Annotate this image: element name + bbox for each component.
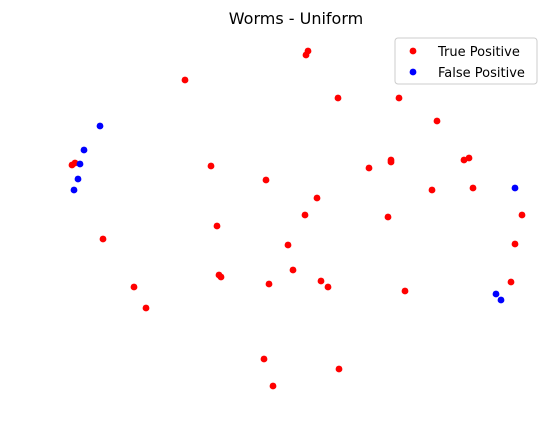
chart-title: Worms - Uniform — [229, 9, 363, 28]
point-true-positive — [269, 382, 277, 390]
legend-label-false-positive: False Positive — [438, 66, 525, 81]
point-true-positive — [428, 186, 436, 194]
legend-box — [394, 37, 538, 85]
point-true-positive — [384, 213, 392, 221]
point-true-positive — [335, 365, 343, 373]
legend-label-true-positive: True Positive — [437, 45, 520, 60]
point-true-positive — [301, 211, 309, 219]
point-true-positive — [401, 287, 409, 295]
point-false-positive — [76, 160, 84, 168]
point-true-positive — [207, 162, 215, 170]
point-true-positive — [334, 94, 342, 102]
point-true-positive — [387, 156, 395, 164]
point-false-positive — [511, 184, 519, 192]
legend-marker-false-positive — [409, 68, 417, 76]
point-true-positive — [304, 47, 312, 55]
point-true-positive — [511, 240, 519, 248]
point-true-positive — [433, 117, 441, 125]
point-true-positive — [313, 194, 321, 202]
point-true-positive — [469, 184, 477, 192]
point-false-positive — [70, 186, 78, 194]
point-false-positive — [497, 296, 505, 304]
point-false-positive — [492, 290, 500, 298]
point-true-positive — [324, 283, 332, 291]
point-true-positive — [284, 241, 292, 249]
point-true-positive — [260, 355, 268, 363]
point-true-positive — [317, 277, 325, 285]
point-true-positive — [395, 94, 403, 102]
point-true-positive — [215, 271, 223, 279]
point-false-positive — [80, 146, 88, 154]
point-true-positive — [465, 154, 473, 162]
point-false-positive — [74, 175, 82, 183]
point-true-positive — [181, 76, 189, 84]
point-true-positive — [213, 222, 221, 230]
legend-marker-true-positive — [409, 47, 417, 55]
point-true-positive — [99, 235, 107, 243]
points-layer — [68, 47, 526, 390]
point-true-positive — [507, 278, 515, 286]
point-true-positive — [142, 304, 150, 312]
point-true-positive — [518, 211, 526, 219]
legend: True Positive False Positive — [394, 37, 538, 85]
point-true-positive — [289, 266, 297, 274]
point-false-positive — [96, 122, 104, 130]
point-true-positive — [262, 176, 270, 184]
point-true-positive — [130, 283, 138, 291]
point-true-positive — [265, 280, 273, 288]
point-true-positive — [365, 164, 373, 172]
